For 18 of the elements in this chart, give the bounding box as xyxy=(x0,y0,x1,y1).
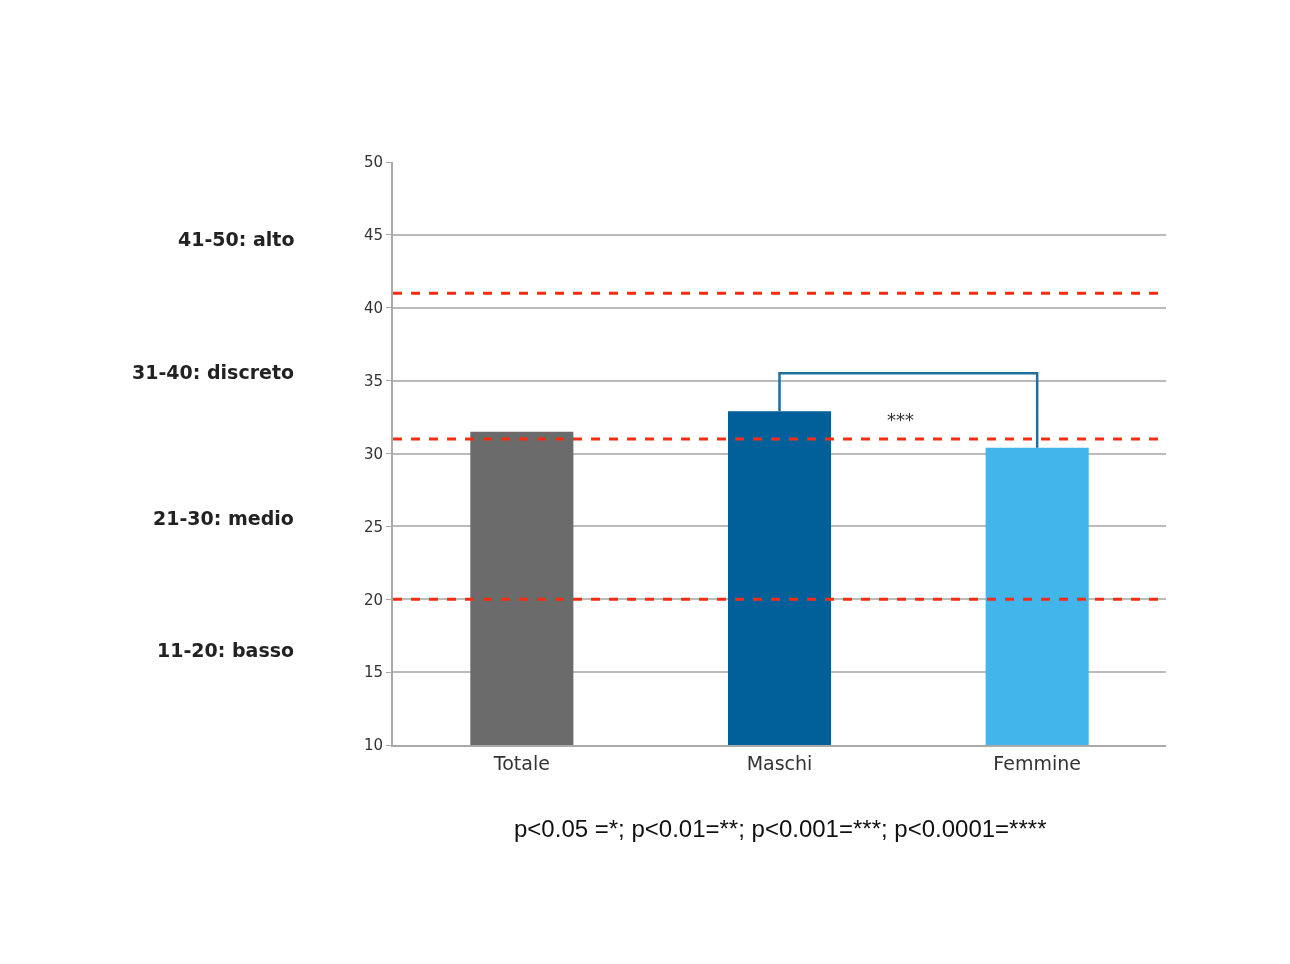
y-tick-label: 40 xyxy=(363,299,383,317)
text: 31-40: discreto xyxy=(132,361,295,383)
annotation: *** xyxy=(887,409,914,430)
y-tick-label: 20 xyxy=(363,590,383,609)
text: 21-30: medio xyxy=(153,507,294,529)
x-tick-label: Maschi xyxy=(746,751,813,774)
text: p<0.05 =*; p<0.01=**; p<0.001=***; p<0.0001=**** xyxy=(514,815,1047,842)
y-tick-label: 35 xyxy=(363,371,383,390)
text: 41-50: alto xyxy=(178,228,295,250)
x-tick-label: Totale xyxy=(492,751,550,774)
y-tick-label: 15 xyxy=(363,663,383,682)
text: 11-20: basso xyxy=(157,639,295,661)
y-tick-label: 25 xyxy=(363,517,383,536)
y-tick-label: 50 xyxy=(363,153,383,172)
y-tick-label: 30 xyxy=(363,444,383,463)
y-tick-label: 10 xyxy=(363,736,383,755)
x-tick-label: Femmine xyxy=(993,751,1081,774)
y-tick-label: 45 xyxy=(363,226,383,245)
